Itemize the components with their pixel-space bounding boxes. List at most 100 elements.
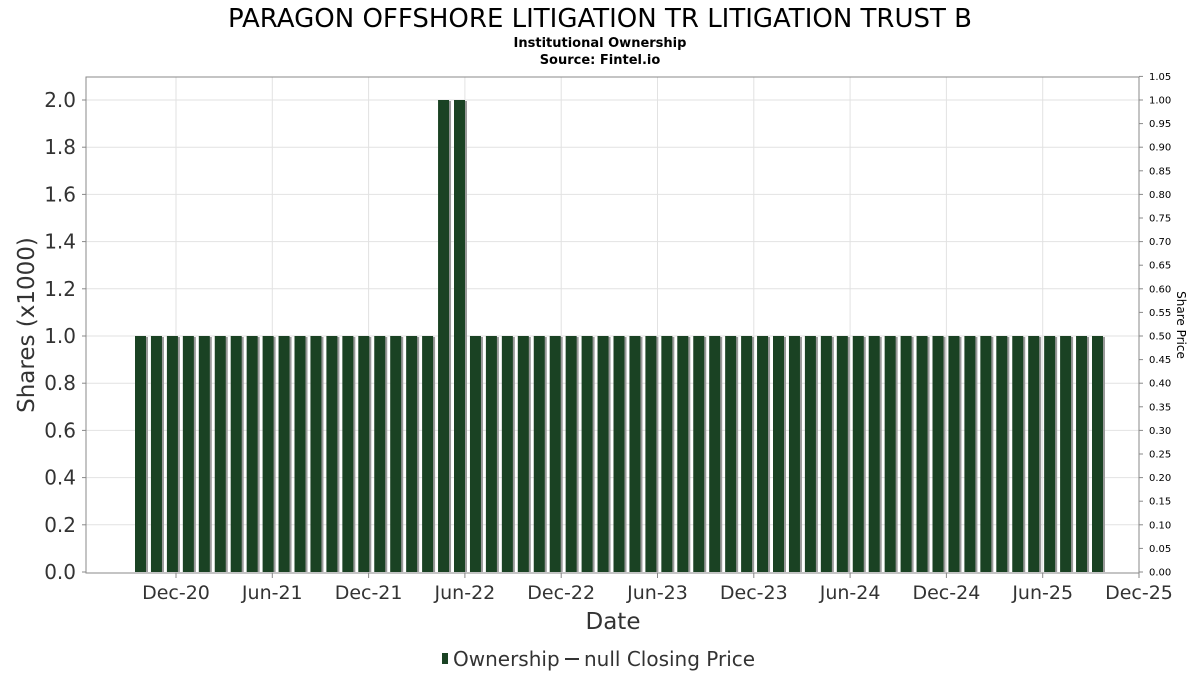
ownership-bar [501, 336, 513, 572]
ownership-bar [565, 336, 577, 572]
y-tick-label: 2.0 [44, 88, 76, 112]
ownership-bar [757, 336, 769, 572]
ownership-bar [1076, 336, 1088, 572]
ownership-bar [932, 336, 944, 572]
y-tick-label: 0.4 [44, 466, 76, 490]
chart-subtitle: Institutional Ownership [514, 36, 687, 51]
y2-tick-label: 0.40 [1149, 379, 1171, 390]
y2-tick-label: 0.35 [1149, 402, 1171, 413]
x-tick-label: Jun-21 [241, 582, 303, 604]
y-axis-left: 0.0 0.2 0.4 0.6 0.8 1.0 1.2 1.4 1.6 1.8 2.0 [44, 88, 86, 584]
y2-tick-label: 0.50 [1149, 332, 1171, 343]
y-tick-label: 1.4 [44, 230, 76, 254]
ownership-bar [1060, 336, 1072, 572]
x-axis-title: Date [586, 609, 641, 635]
ownership-bar [709, 336, 721, 572]
ownership-bar [693, 336, 705, 572]
y2-tick-label: 0.45 [1149, 355, 1171, 366]
ownership-bar [549, 336, 561, 572]
ownership-bar [294, 336, 306, 572]
ownership-bar [900, 336, 912, 572]
legend-price-label: null Closing Price [584, 647, 755, 671]
ownership-bar [422, 336, 434, 572]
ownership-bar [804, 336, 816, 572]
ownership-bar [454, 100, 465, 572]
ownership-bar [390, 336, 402, 572]
y-tick-label: 1.2 [44, 277, 76, 301]
y2-tick-label: 0.95 [1149, 119, 1171, 130]
y2-tick-label: 0.00 [1149, 568, 1171, 579]
ownership-bar [374, 336, 386, 572]
y2-tick-label: 0.30 [1149, 426, 1171, 437]
ownership-bar [836, 336, 848, 572]
ownership-bar [948, 336, 960, 572]
y-tick-label: 0.0 [44, 560, 76, 584]
ownership-bar [1092, 336, 1103, 572]
ownership-bar [166, 336, 178, 572]
x-tick-label: Dec-20 [142, 582, 210, 604]
ownership-bar [613, 336, 625, 572]
ownership-bar [310, 336, 322, 572]
y2-tick-label: 0.55 [1149, 308, 1171, 319]
y2-tick-label: 0.75 [1149, 214, 1171, 225]
ownership-bar [406, 336, 418, 572]
y-axis-right: 0.00 0.05 0.10 0.15 0.20 0.25 0.30 0.35 0.40 0.45… [1139, 72, 1171, 579]
ownership-bar [677, 336, 689, 572]
ownership-bar [1028, 336, 1040, 572]
ownership-bar [581, 336, 593, 572]
y2-tick-label: 0.10 [1149, 520, 1171, 531]
ownership-bar [868, 336, 880, 572]
ownership-bar [533, 336, 545, 572]
ownership-bar [964, 336, 976, 572]
ownership-bar [438, 100, 450, 572]
x-tick-label: Jun-22 [434, 582, 496, 604]
ownership-bar [597, 336, 609, 572]
ownership-bar [996, 336, 1008, 572]
ownership-bar [741, 336, 753, 572]
bars [135, 100, 1105, 572]
legend-ownership-label: Ownership [453, 647, 560, 671]
ownership-bar [629, 336, 641, 572]
ownership-bar [1012, 336, 1024, 572]
y2-tick-label: 0.60 [1149, 284, 1171, 295]
ownership-bar [725, 336, 737, 572]
chart-source: Source: Fintel.io [540, 53, 661, 68]
x-tick-label: Jun-24 [819, 582, 881, 604]
ownership-bar [517, 336, 529, 572]
x-tick-label: Dec-23 [720, 582, 788, 604]
ownership-bar [820, 336, 832, 572]
y2-tick-label: 1.05 [1149, 72, 1171, 83]
ownership-bar [788, 336, 800, 572]
y-tick-label: 0.8 [44, 371, 76, 395]
ownership-bar [182, 336, 194, 572]
y-tick-label: 0.6 [44, 418, 76, 442]
ownership-bar [214, 336, 226, 572]
ownership-bar [485, 336, 497, 572]
y-tick-label: 0.2 [44, 513, 76, 537]
ownership-bar [773, 336, 784, 572]
y-tick-label: 1.8 [44, 135, 76, 159]
y2-tick-label: 0.65 [1149, 261, 1171, 272]
ownership-bar [661, 336, 673, 572]
y2-tick-label: 0.80 [1149, 190, 1171, 201]
y2-axis-title: Share Price [1174, 291, 1188, 359]
ownership-bar [198, 336, 210, 572]
ownership-bar [980, 336, 992, 572]
y-axis-title: Shares (x1000) [14, 237, 40, 413]
y2-tick-label: 0.85 [1149, 166, 1171, 177]
ownership-bar [358, 336, 370, 572]
ownership-bar [852, 336, 864, 572]
ownership-bar [150, 336, 162, 572]
legend-ownership-swatch [442, 653, 448, 664]
x-tick-label: Dec-24 [912, 582, 980, 604]
y2-tick-label: 0.20 [1149, 473, 1171, 484]
ownership-bar [645, 336, 657, 572]
ownership-bar [342, 336, 354, 572]
y2-tick-label: 0.25 [1149, 450, 1171, 461]
y2-tick-label: 0.05 [1149, 544, 1171, 555]
y2-tick-label: 0.90 [1149, 143, 1171, 154]
y2-tick-label: 1.00 [1149, 96, 1171, 107]
ownership-bar [1044, 336, 1056, 572]
ownership-bar [326, 336, 338, 572]
